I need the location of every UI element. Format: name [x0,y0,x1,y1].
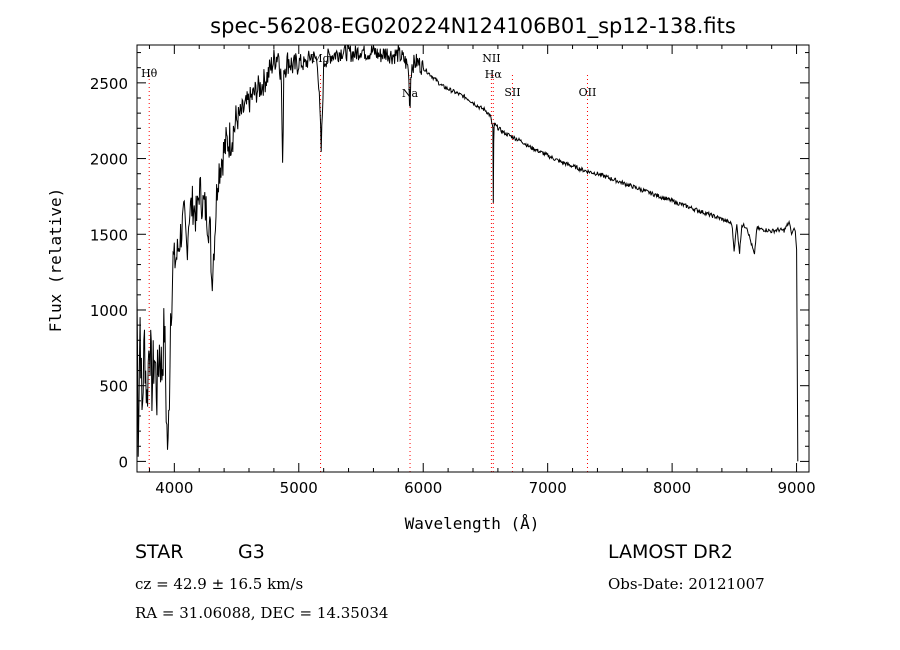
plot-frame [136,44,810,473]
y-axis-ticks: 0 500 1000 1500 2000 2500 [90,52,809,471]
line-marker-label: OII [579,86,597,99]
y-tick-label: 500 [99,378,128,396]
x-axis-ticks: 4000 5000 6000 7000 8000 9000 [148,45,816,497]
y-tick-label: 2500 [90,75,128,93]
x-tick-label: 8000 [653,479,691,497]
y-tick-label: 1500 [90,226,128,244]
x-tick-label: 9000 [777,479,815,497]
y-axis-label: Flux (relative) [46,188,65,333]
y-tick-label: 2000 [90,151,128,169]
x-tick-label: 5000 [280,479,318,497]
line-marker-label: Mg [311,52,329,65]
x-axis-label: Wavelength (Å) [405,514,540,533]
redshift-cz: cz = 42.9 ± 16.5 km/s [135,575,304,593]
x-tick-label: 4000 [155,479,193,497]
chart-title: spec-56208-EG020224N124106B01_sp12-138.f… [210,14,736,39]
line-marker-label: Hα [485,68,503,81]
x-tick-label: 6000 [404,479,442,497]
spectrum-line [136,45,799,462]
x-tick-label: 7000 [529,479,567,497]
survey-name: LAMOST DR2 [608,541,733,563]
y-tick-label: 0 [118,453,128,471]
sky-coordinates: RA = 31.06088, DEC = 14.35034 [135,604,389,622]
line-marker-label: SII [504,86,520,99]
y-tick-label: 1000 [90,302,128,320]
line-marker-label: NII [482,52,500,65]
observation-date: Obs-Date: 20121007 [608,575,765,593]
line-marker-group [148,75,588,472]
object-type: STAR [135,541,184,563]
line-marker-label: Hθ [141,67,158,80]
object-subclass: G3 [238,541,265,563]
